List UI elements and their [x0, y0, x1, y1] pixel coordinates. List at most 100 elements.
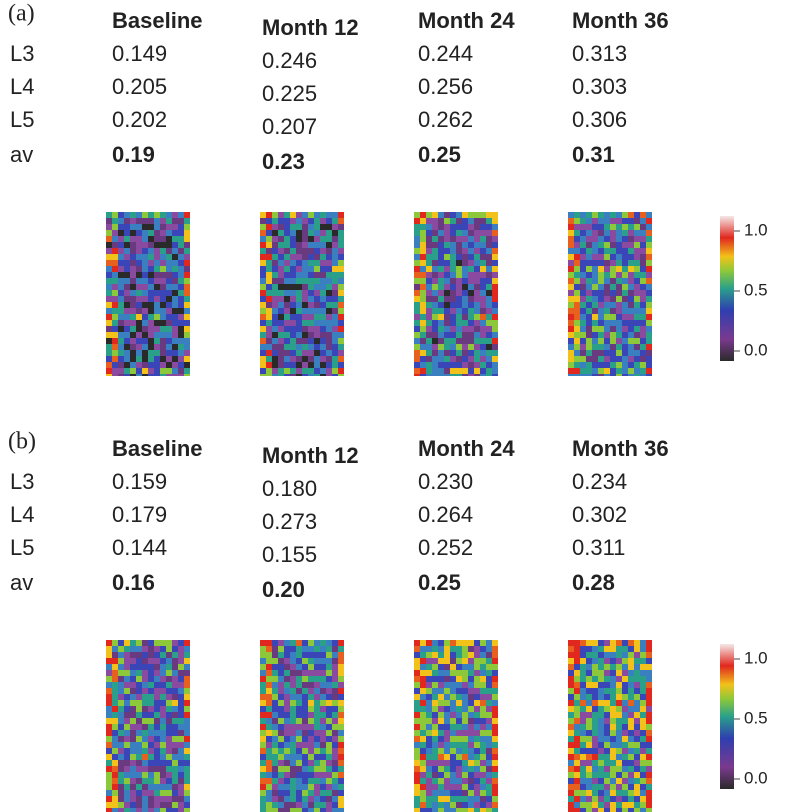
- heatmap-cell: [438, 730, 444, 736]
- heatmap-cell: [598, 724, 604, 730]
- heatmap-cell: [592, 236, 598, 242]
- heatmap-cell: [580, 706, 586, 712]
- heatmap-cell: [622, 808, 628, 812]
- heatmap-cell: [646, 754, 652, 760]
- heatmap-cell: [414, 272, 420, 278]
- heatmap-cell: [468, 350, 474, 356]
- heatmap-cell: [112, 760, 118, 766]
- heatmap-cell: [604, 706, 610, 712]
- heatmap-cell: [118, 724, 124, 730]
- heatmap-cell: [580, 742, 586, 748]
- heatmap-cell: [326, 766, 332, 772]
- heatmap-cell: [302, 736, 308, 742]
- heatmap-cell: [634, 640, 640, 646]
- heatmap-cell: [302, 748, 308, 754]
- heatmap-cell: [586, 802, 592, 808]
- heatmap-cell: [260, 688, 266, 694]
- heatmap-cell: [640, 772, 646, 778]
- heatmap-cell: [338, 682, 344, 688]
- heatmap-cell: [166, 272, 172, 278]
- heatmap-cell: [118, 362, 124, 368]
- heatmap-cell: [184, 368, 190, 374]
- heatmap-cell: [634, 682, 640, 688]
- heatmap-cell: [492, 670, 498, 676]
- heatmap-cell: [320, 350, 326, 356]
- heatmap-cell: [462, 266, 468, 272]
- heatmap-cell: [320, 772, 326, 778]
- heatmap-cell: [598, 320, 604, 326]
- heatmap-cell: [640, 778, 646, 784]
- heatmap-cell: [178, 730, 184, 736]
- heatmap-cell: [616, 248, 622, 254]
- heatmap-cell: [338, 664, 344, 670]
- heatmap-cell: [136, 248, 142, 254]
- heatmap-cell: [284, 670, 290, 676]
- heatmap-cell: [444, 284, 450, 290]
- heatmap-cell: [568, 308, 574, 314]
- heatmap-cell: [296, 290, 302, 296]
- heatmap-cell: [308, 302, 314, 308]
- heatmap-cell: [302, 730, 308, 736]
- heatmap-cell: [574, 682, 580, 688]
- heatmap-cell: [314, 320, 320, 326]
- heatmap-cell: [272, 290, 278, 296]
- heatmap-cell: [586, 748, 592, 754]
- heatmap-cell: [112, 308, 118, 314]
- heatmap-cell: [184, 766, 190, 772]
- heatmap-cell: [106, 742, 112, 748]
- heatmap-cell: [124, 332, 130, 338]
- heatmap-cell: [438, 344, 444, 350]
- heatmap-cell: [610, 350, 616, 356]
- heatmap-cell: [124, 772, 130, 778]
- heatmap-cell: [474, 724, 480, 730]
- heatmap-cell: [302, 218, 308, 224]
- heatmap-cell: [266, 736, 272, 742]
- heatmap-cell: [598, 796, 604, 802]
- heatmap-cell: [290, 658, 296, 664]
- heatmap-cell: [160, 248, 166, 254]
- heatmap-cell: [480, 718, 486, 724]
- row-label: av: [10, 142, 33, 167]
- heatmap-cell: [272, 718, 278, 724]
- heatmap-cell: [604, 224, 610, 230]
- heatmap-cell: [136, 290, 142, 296]
- heatmap-cell: [278, 308, 284, 314]
- heatmap-cell: [622, 640, 628, 646]
- heatmap-cell: [634, 646, 640, 652]
- heatmap-cell: [628, 230, 634, 236]
- heatmap-cell: [414, 362, 420, 368]
- heatmap-cell: [266, 344, 272, 350]
- heatmap-cell: [604, 218, 610, 224]
- heatmap-cell: [160, 682, 166, 688]
- heatmap-cell: [438, 640, 444, 646]
- heatmap-cell: [616, 332, 622, 338]
- heatmap-cell: [640, 230, 646, 236]
- heatmap-cell: [598, 718, 604, 724]
- heatmap-cell: [266, 314, 272, 320]
- heatmap-cell: [462, 754, 468, 760]
- heatmap-cell: [314, 248, 320, 254]
- heatmap-cell: [160, 694, 166, 700]
- heatmap-cell: [616, 700, 622, 706]
- heatmap-cell: [326, 646, 332, 652]
- heatmap-cell: [474, 736, 480, 742]
- heatmap-cell: [474, 236, 480, 242]
- heatmap-cell: [296, 308, 302, 314]
- heatmap-cell: [338, 350, 344, 356]
- heatmap-cell: [166, 242, 172, 248]
- heatmap-cell: [314, 236, 320, 242]
- heatmap-cell: [580, 688, 586, 694]
- heatmap-cell: [296, 700, 302, 706]
- heatmap-cell: [486, 266, 492, 272]
- heatmap-cell: [260, 736, 266, 742]
- heatmap-cell: [142, 296, 148, 302]
- heatmap-cell: [604, 362, 610, 368]
- heatmap-cell: [326, 224, 332, 230]
- heatmap-cell: [574, 688, 580, 694]
- heatmap-cell: [154, 658, 160, 664]
- heatmap-cell: [474, 712, 480, 718]
- colorbar: [720, 216, 734, 361]
- heatmap-cell: [278, 706, 284, 712]
- heatmap-cell: [420, 646, 426, 652]
- heatmap-cell: [326, 712, 332, 718]
